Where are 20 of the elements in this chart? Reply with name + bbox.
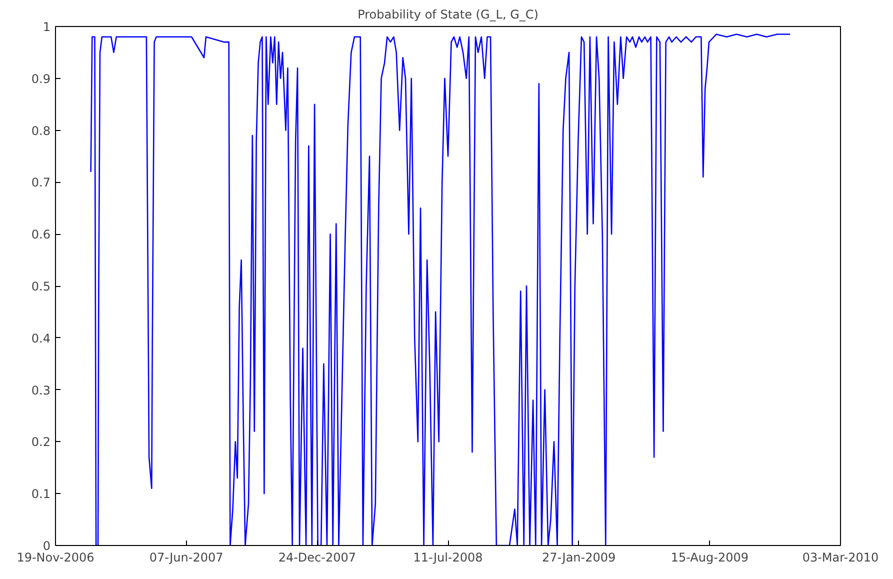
y-tick-label: 0.8 (31, 124, 51, 138)
x-tick-label: 15-Aug-2009 (670, 550, 748, 564)
y-tick-label: 1 (42, 20, 51, 34)
x-tick-label: 19-Nov-2006 (16, 550, 94, 564)
y-tick-label: 0.1 (31, 487, 51, 502)
y-tick-label: 0.7 (31, 176, 51, 190)
y-tick-label: 0.3 (31, 383, 51, 398)
y-tick-label: 0.2 (31, 435, 51, 450)
line-series (90, 34, 791, 546)
y-tick-label: 0.9 (31, 72, 51, 86)
x-tick-label: 24-Dec-2007 (278, 550, 356, 564)
y-tick-label: 0 (42, 539, 51, 553)
x-tick-label: 27-Jan-2009 (542, 550, 616, 564)
chart-title: Probability of State (G_L, G_C) (358, 8, 538, 22)
y-tick-label: 0.6 (31, 228, 51, 242)
y-tick-label: 0.4 (31, 331, 51, 346)
x-tick-label: 07-Jun-2007 (149, 550, 224, 564)
x-tick-label: 03-Mar-2010 (802, 550, 879, 564)
y-tick-label: 0.5 (31, 280, 51, 294)
x-tick-label: 11-Jul-2008 (413, 550, 483, 564)
